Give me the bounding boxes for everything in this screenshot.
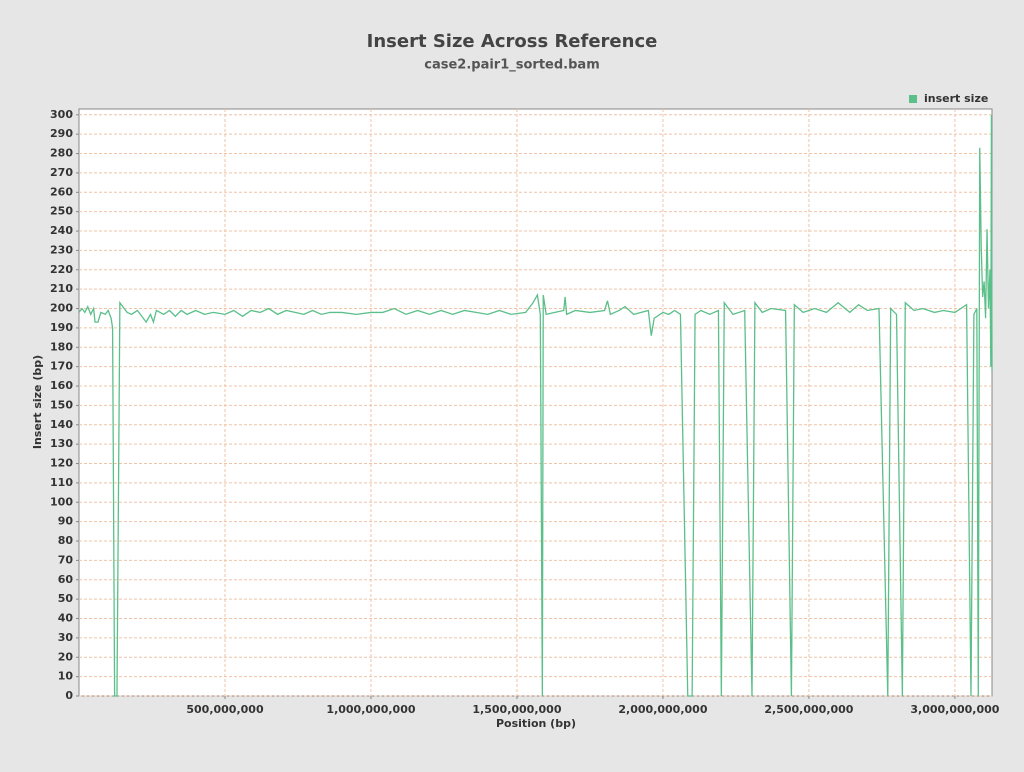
y-tick-label: 150: [50, 398, 73, 411]
x-tick-label: 2,000,000,000: [618, 703, 707, 716]
y-tick-label: 290: [50, 127, 73, 140]
y-tick-label: 20: [58, 650, 74, 663]
y-tick-label: 50: [58, 592, 74, 605]
legend-swatch: [909, 95, 917, 103]
y-tick-label: 80: [58, 534, 74, 547]
y-tick-label: 160: [50, 379, 73, 392]
y-tick-label: 110: [50, 476, 73, 489]
y-tick-label: 30: [58, 631, 74, 644]
y-tick-label: 90: [58, 515, 74, 528]
y-tick-label: 40: [58, 612, 74, 625]
y-tick-label: 280: [50, 147, 73, 160]
y-tick-label: 130: [50, 437, 73, 450]
y-tick-label: 220: [50, 263, 73, 276]
y-tick-label: 60: [58, 573, 74, 586]
chart-subtitle: case2.pair1_sorted.bam: [424, 58, 600, 73]
y-tick-label: 190: [50, 321, 73, 334]
y-tick-label: 100: [50, 495, 73, 508]
y-tick-label: 140: [50, 418, 73, 431]
x-tick-label: 500,000,000: [186, 703, 264, 716]
y-axis-label: Insert size (bp): [31, 355, 44, 449]
x-tick-label: 1,500,000,000: [472, 703, 561, 716]
y-tick-label: 210: [50, 282, 73, 295]
chart-title: Insert Size Across Reference: [367, 31, 658, 52]
x-tick-label: 2,500,000,000: [764, 703, 853, 716]
y-tick-label: 120: [50, 457, 73, 470]
y-tick-label: 170: [50, 360, 73, 373]
y-tick-label: 200: [50, 302, 73, 315]
y-tick-label: 70: [58, 553, 74, 566]
plot-area: [78, 108, 993, 697]
data-line: [78, 114, 993, 697]
x-tick-label: 3,000,000,000: [910, 703, 999, 716]
y-tick-label: 300: [50, 108, 73, 121]
y-tick-label: 260: [50, 185, 73, 198]
y-tick-label: 240: [50, 224, 73, 237]
y-tick-label: 0: [65, 689, 73, 702]
y-tick-label: 230: [50, 243, 73, 256]
x-tick-label: 1,000,000,000: [326, 703, 415, 716]
y-tick-label: 270: [50, 166, 73, 179]
x-axis-label: Position (bp): [496, 717, 576, 730]
y-tick-label: 10: [58, 670, 74, 683]
legend-label: insert size: [924, 92, 988, 105]
y-tick-label: 180: [50, 340, 73, 353]
y-tick-label: 250: [50, 205, 73, 218]
